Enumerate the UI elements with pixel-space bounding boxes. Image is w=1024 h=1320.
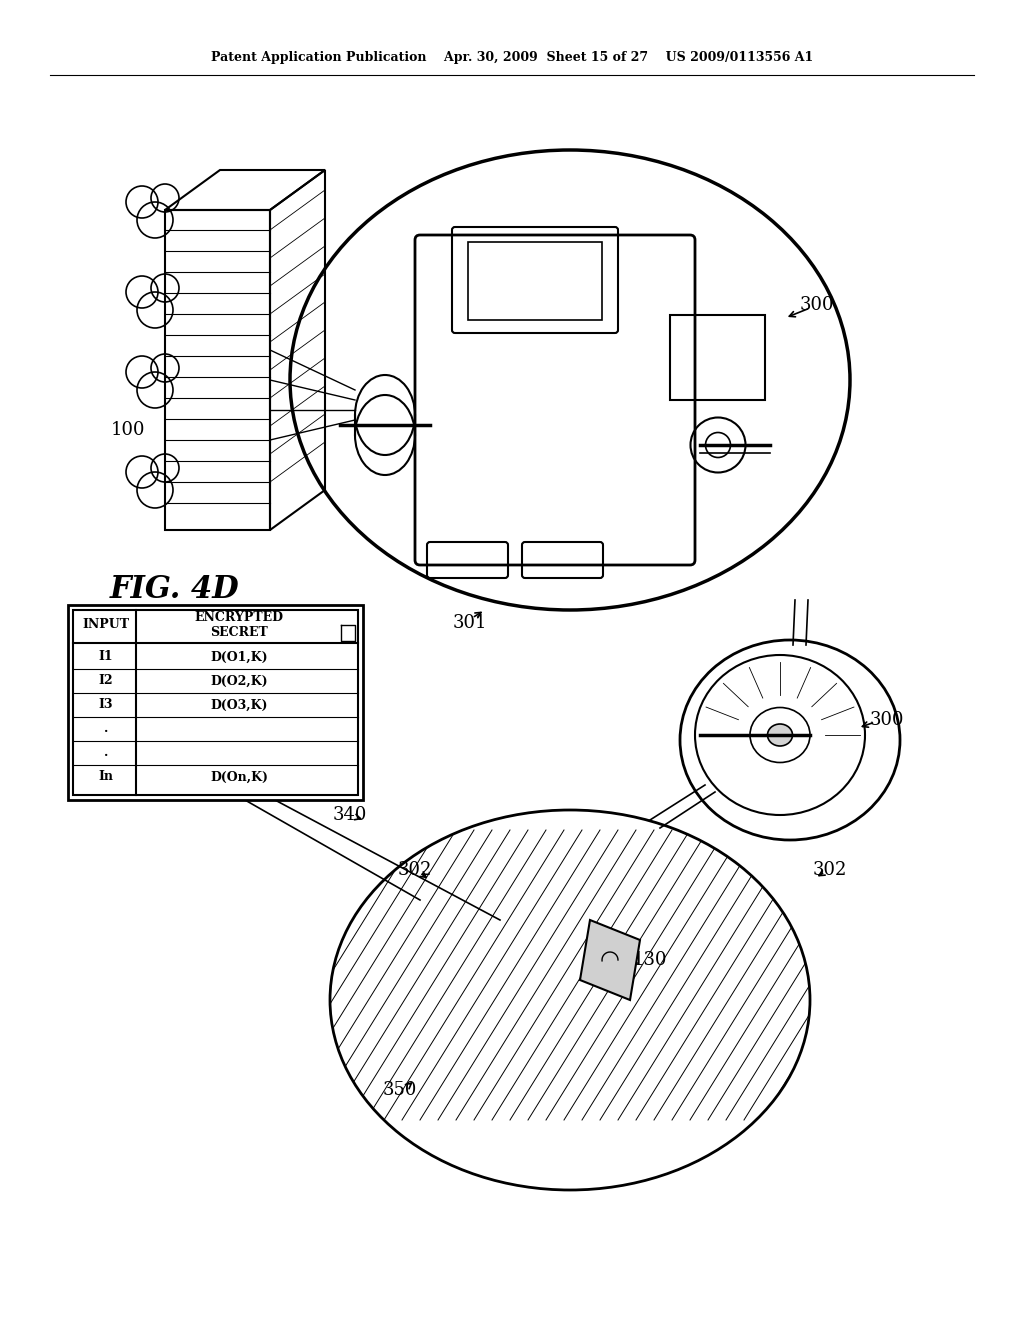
Text: 350: 350: [383, 1081, 417, 1100]
Text: I1: I1: [98, 651, 114, 664]
Text: 302: 302: [813, 861, 847, 879]
Bar: [468, 242, 602, 319]
Polygon shape: [580, 920, 640, 1001]
Text: .: .: [103, 722, 109, 735]
Text: I2: I2: [98, 675, 114, 688]
Text: I3: I3: [98, 698, 114, 711]
Text: 300: 300: [800, 296, 835, 314]
Text: INPUT: INPUT: [83, 619, 129, 631]
Text: 130: 130: [633, 950, 668, 969]
Text: Patent Application Publication    Apr. 30, 2009  Sheet 15 of 27    US 2009/01135: Patent Application Publication Apr. 30, …: [211, 51, 813, 65]
Text: ENCRYPTED
SECRET: ENCRYPTED SECRET: [195, 611, 284, 639]
Text: D(O2,K): D(O2,K): [210, 675, 268, 688]
Text: D(O3,K): D(O3,K): [210, 698, 267, 711]
Bar: [68, 605, 362, 800]
Text: 302: 302: [397, 861, 432, 879]
Text: FIG. 4D: FIG. 4D: [111, 574, 240, 606]
Text: In: In: [98, 771, 114, 784]
Text: D(O1,K): D(O1,K): [210, 651, 268, 664]
Text: .: .: [103, 747, 109, 759]
Text: 300: 300: [870, 711, 904, 729]
Text: 340: 340: [333, 807, 368, 824]
Ellipse shape: [768, 723, 793, 746]
Bar: [73, 610, 358, 795]
Text: 100: 100: [111, 421, 145, 440]
Bar: [670, 315, 765, 400]
Text: 301: 301: [453, 614, 487, 632]
Text: D(On,K): D(On,K): [210, 771, 268, 784]
